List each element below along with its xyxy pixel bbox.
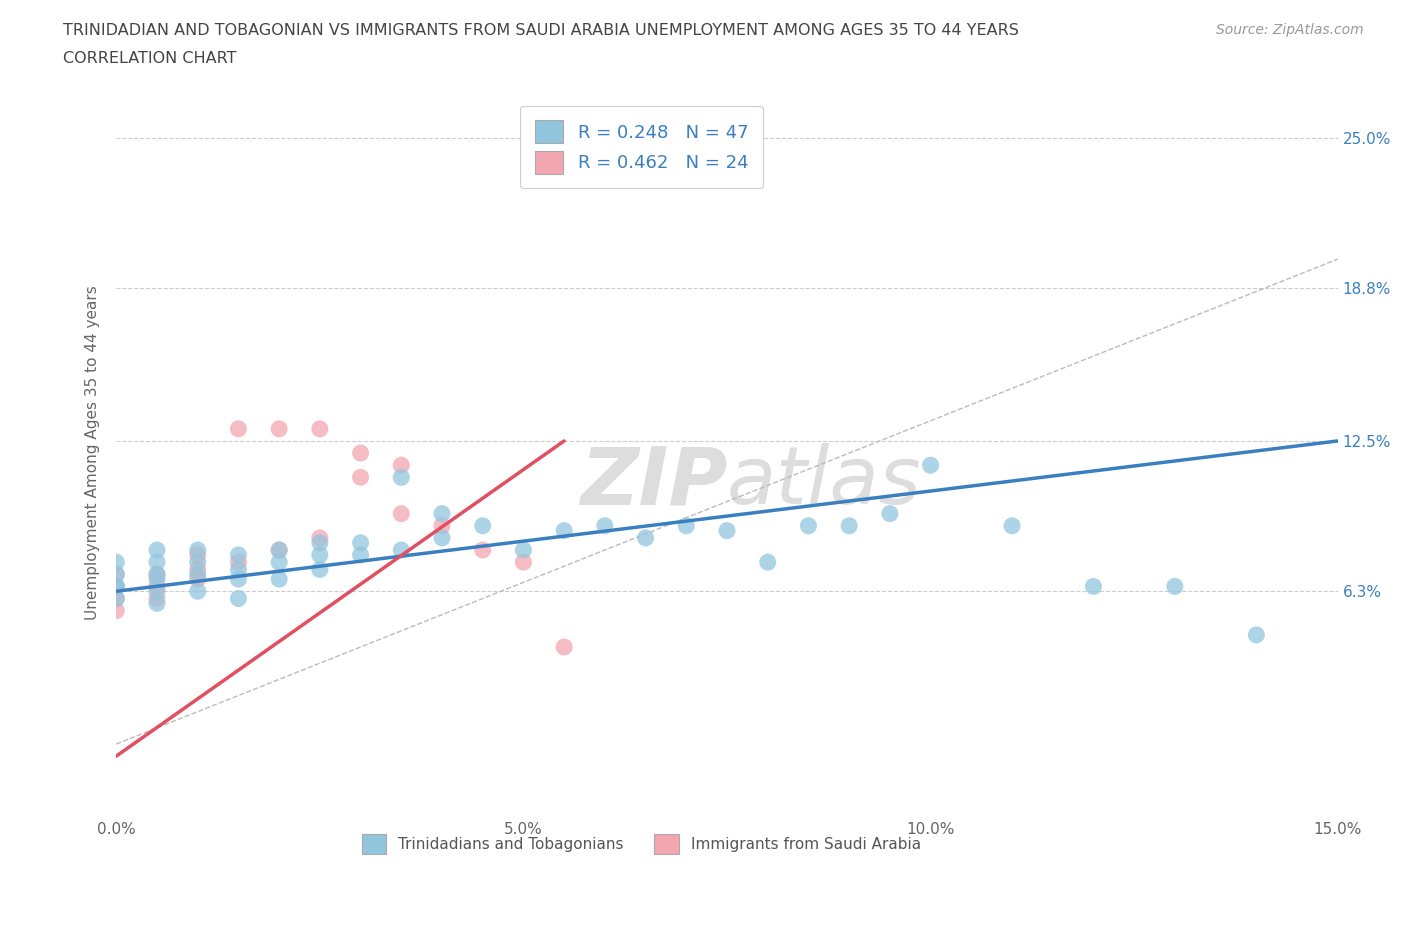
Point: [146, 579, 169, 594]
Point: [389, 458, 412, 472]
Point: [1246, 628, 1268, 643]
Point: [105, 591, 128, 606]
Point: [269, 572, 291, 587]
Point: [269, 421, 291, 436]
Point: [838, 518, 860, 533]
Point: [187, 566, 209, 581]
Point: [553, 640, 575, 655]
Point: [105, 566, 128, 581]
Text: CORRELATION CHART: CORRELATION CHART: [63, 51, 236, 66]
Text: atlas: atlas: [727, 444, 922, 521]
Point: [105, 604, 128, 618]
Point: [105, 591, 128, 606]
Point: [308, 421, 330, 436]
Point: [146, 572, 169, 587]
Text: Source: ZipAtlas.com: Source: ZipAtlas.com: [1216, 23, 1364, 37]
Point: [471, 518, 494, 533]
Point: [471, 542, 494, 557]
Point: [269, 542, 291, 557]
Point: [675, 518, 697, 533]
Point: [512, 542, 534, 557]
Point: [349, 470, 371, 485]
Point: [879, 506, 901, 521]
Point: [228, 562, 250, 577]
Point: [187, 542, 209, 557]
Point: [228, 421, 250, 436]
Point: [349, 445, 371, 460]
Point: [308, 536, 330, 551]
Point: [389, 542, 412, 557]
Point: [187, 584, 209, 599]
Point: [308, 548, 330, 563]
Point: [105, 554, 128, 569]
Point: [1164, 579, 1187, 594]
Point: [228, 548, 250, 563]
Point: [146, 584, 169, 599]
Point: [308, 562, 330, 577]
Point: [389, 506, 412, 521]
Point: [228, 572, 250, 587]
Point: [349, 548, 371, 563]
Point: [146, 554, 169, 569]
Point: [593, 518, 616, 533]
Y-axis label: Unemployment Among Ages 35 to 44 years: Unemployment Among Ages 35 to 44 years: [86, 286, 100, 620]
Point: [105, 566, 128, 581]
Point: [553, 524, 575, 538]
Point: [187, 548, 209, 563]
Point: [1001, 518, 1024, 533]
Point: [105, 579, 128, 594]
Point: [228, 591, 250, 606]
Point: [187, 572, 209, 587]
Point: [308, 530, 330, 545]
Point: [1083, 579, 1105, 594]
Point: [389, 470, 412, 485]
Point: [105, 579, 128, 594]
Point: [146, 566, 169, 581]
Point: [512, 554, 534, 569]
Point: [269, 542, 291, 557]
Point: [430, 518, 453, 533]
Text: ZIP: ZIP: [579, 444, 727, 521]
Point: [146, 591, 169, 606]
Point: [187, 554, 209, 569]
Point: [797, 518, 820, 533]
Point: [146, 542, 169, 557]
Point: [920, 458, 942, 472]
Point: [228, 554, 250, 569]
Point: [105, 579, 128, 594]
Point: [430, 506, 453, 521]
Point: [187, 562, 209, 577]
Point: [269, 554, 291, 569]
Point: [634, 530, 657, 545]
Point: [716, 524, 738, 538]
Point: [146, 566, 169, 581]
Point: [430, 530, 453, 545]
Point: [756, 554, 779, 569]
Text: TRINIDADIAN AND TOBAGONIAN VS IMMIGRANTS FROM SAUDI ARABIA UNEMPLOYMENT AMONG AG: TRINIDADIAN AND TOBAGONIAN VS IMMIGRANTS…: [63, 23, 1019, 38]
Legend: Trinidadians and Tobagonians, Immigrants from Saudi Arabia: Trinidadians and Tobagonians, Immigrants…: [356, 828, 928, 860]
Point: [349, 536, 371, 551]
Point: [146, 596, 169, 611]
